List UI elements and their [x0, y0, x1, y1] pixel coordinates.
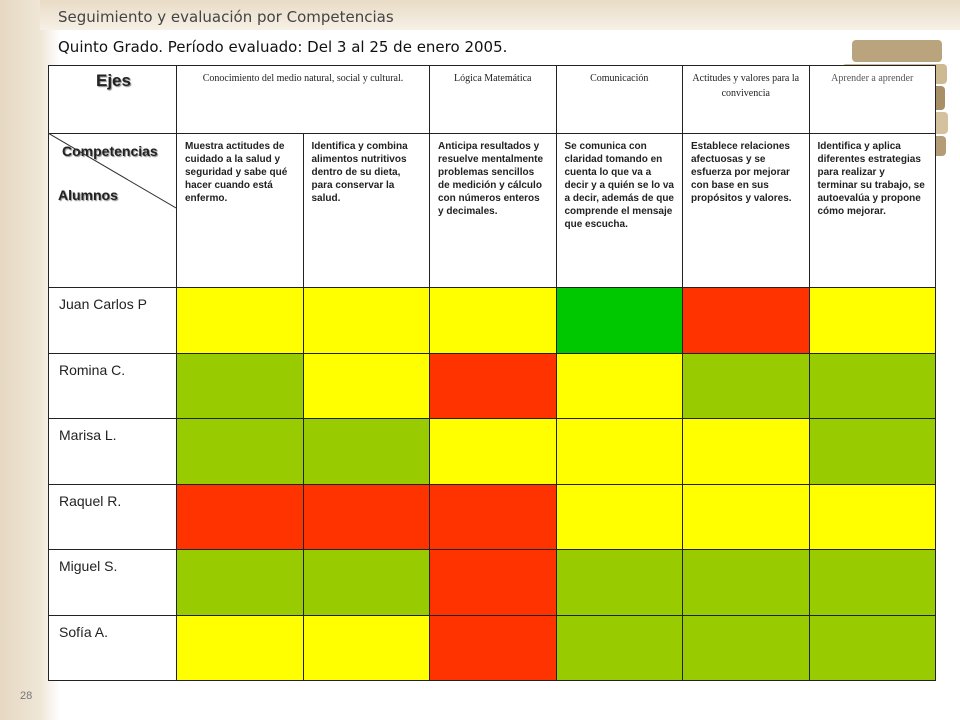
evaluation-cell	[429, 614, 557, 681]
evaluation-cell	[682, 287, 810, 354]
evaluation-cell	[176, 614, 304, 681]
evaluation-cell	[429, 287, 557, 354]
axes-label: Ejes	[96, 71, 131, 90]
competency-cell: Se comunica con claridad tomando en cuen…	[555, 133, 683, 288]
evaluation-cell	[176, 287, 304, 354]
evaluation-cell	[302, 287, 430, 354]
students-label: Alumnos	[58, 187, 118, 203]
student-name: Miguel S.	[48, 549, 177, 616]
evaluation-cell	[429, 418, 557, 485]
competency-cell: Anticipa resultados y resuelve mentalmen…	[429, 133, 557, 288]
axis-header: Actitudes y valores para la convivencia	[682, 65, 810, 134]
axis-header: Lógica Matemática	[429, 65, 557, 134]
evaluation-cell	[808, 352, 936, 419]
evaluation-cell	[555, 614, 683, 681]
evaluation-cell	[302, 614, 430, 681]
evaluation-cell	[808, 483, 936, 550]
evaluation-cell	[682, 418, 810, 485]
evaluation-cell	[808, 614, 936, 681]
evaluation-cell	[176, 418, 304, 485]
student-name: Sofía A.	[48, 614, 177, 681]
frame-top	[40, 0, 960, 30]
evaluation-cell	[555, 483, 683, 550]
evaluation-cell	[302, 549, 430, 616]
competency-cell: Establece relaciones afectuosas y se esf…	[682, 133, 810, 288]
student-name: Raquel R.	[48, 483, 177, 550]
evaluation-cell	[555, 418, 683, 485]
evaluation-cell	[682, 483, 810, 550]
evaluation-cell	[176, 549, 304, 616]
evaluation-cell	[176, 352, 304, 419]
evaluation-cell	[682, 352, 810, 419]
student-name: Juan Carlos P	[48, 287, 177, 354]
competency-cell: Identifica y combina alimentos nutritivo…	[302, 133, 430, 288]
competency-cell: Identifica y aplica diferentes estrategi…	[808, 133, 936, 288]
evaluation-cell	[429, 483, 557, 550]
evaluation-cell	[555, 352, 683, 419]
evaluation-cell	[302, 352, 430, 419]
axis-header: Conocimiento del medio natural, social y…	[176, 65, 430, 134]
evaluation-cell	[176, 483, 304, 550]
competency-cell: Muestra actitudes de cuidado a la salud …	[176, 133, 304, 288]
student-name: Marisa L.	[48, 418, 177, 485]
axis-header: Aprender a aprender	[808, 65, 936, 134]
evaluation-cell	[808, 287, 936, 354]
table: Ejes Competencias Alumnos Conocimiento del …	[48, 65, 936, 681]
evaluation-cell	[429, 549, 557, 616]
axis-header: Comunicación	[555, 65, 683, 134]
evaluation-cell	[302, 418, 430, 485]
subtitle: Quinto Grado. Período evaluado: Del 3 al…	[58, 38, 508, 56]
title: Seguimiento y evaluación por Competencia…	[58, 8, 394, 26]
evaluation-cell	[429, 352, 557, 419]
evaluation-cell	[682, 549, 810, 616]
evaluation-cell	[302, 483, 430, 550]
student-name: Romina C.	[48, 352, 177, 419]
evaluation-cell	[682, 614, 810, 681]
page-number: 28	[20, 690, 33, 702]
evaluation-cell	[808, 549, 936, 616]
diagonal-line	[48, 133, 176, 209]
evaluation-cell	[808, 418, 936, 485]
evaluation-cell	[555, 287, 683, 354]
evaluation-cell	[555, 549, 683, 616]
